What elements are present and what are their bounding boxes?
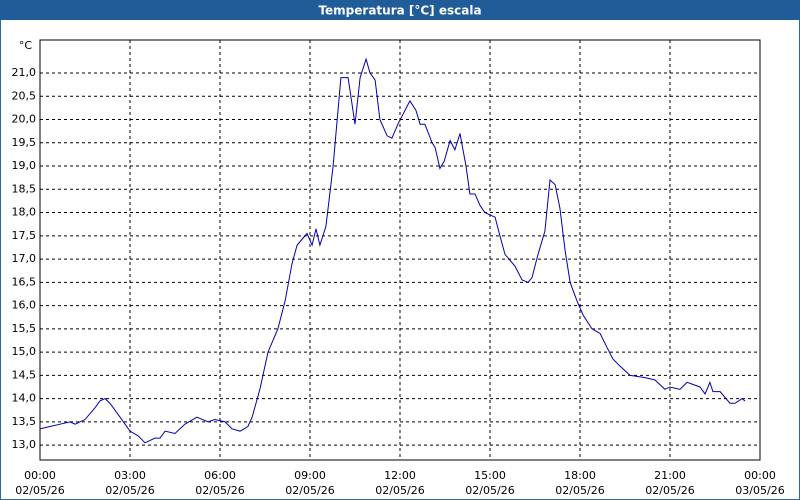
x-tick-label: 02/05/26 [195, 484, 244, 497]
y-tick-label: 20,0 [12, 113, 37, 126]
x-tick-label: 00:00 [24, 469, 56, 482]
x-tick-label: 09:00 [294, 469, 326, 482]
y-tick-label: 16,5 [12, 275, 37, 288]
x-tick-label: 02/05/26 [285, 484, 334, 497]
y-tick-label: 17,5 [12, 229, 37, 242]
x-tick-label: 18:00 [564, 469, 596, 482]
x-tick-label: 21:00 [654, 469, 686, 482]
y-unit: °C [19, 39, 33, 52]
y-tick-label: 20,5 [12, 89, 37, 102]
y-tick-label: 19,0 [12, 159, 37, 172]
x-tick-label: 03/05/26 [735, 484, 784, 497]
x-tick-label: 02/05/26 [15, 484, 64, 497]
x-tick-label: 02/05/26 [465, 484, 514, 497]
plot-frame [39, 39, 761, 461]
x-tick-label: 02/05/26 [555, 484, 604, 497]
y-tick-label: 14,5 [12, 368, 37, 381]
x-tick-label: 02/05/26 [375, 484, 424, 497]
x-tick-label: 03:00 [114, 469, 146, 482]
y-tick-label: 13,5 [12, 415, 37, 428]
chart-title: Temperatura [°C] escala [318, 4, 481, 18]
y-tick-label: 15,0 [12, 345, 37, 358]
y-tick-label: 13,0 [12, 438, 37, 451]
x-tick-label: 02/05/26 [645, 484, 694, 497]
title-bar [0, 0, 800, 20]
y-tick-label: 18,5 [12, 182, 37, 195]
y-tick-label: 21,0 [12, 66, 37, 79]
y-tick-label: 17,0 [12, 252, 37, 265]
y-tick-label: 14,0 [12, 392, 37, 405]
y-tick-label: 15,5 [12, 322, 37, 335]
y-tick-label: 16,0 [12, 299, 37, 312]
x-tick-label: 12:00 [384, 469, 416, 482]
x-tick-label: 00:00 [744, 469, 776, 482]
y-tick-label: 18,0 [12, 206, 37, 219]
temperature-line [39, 57, 746, 444]
x-tick-label: 06:00 [204, 469, 236, 482]
x-tick-label: 15:00 [474, 469, 506, 482]
y-tick-label: 19,5 [12, 136, 37, 149]
x-tick-label: 02/05/26 [105, 484, 154, 497]
